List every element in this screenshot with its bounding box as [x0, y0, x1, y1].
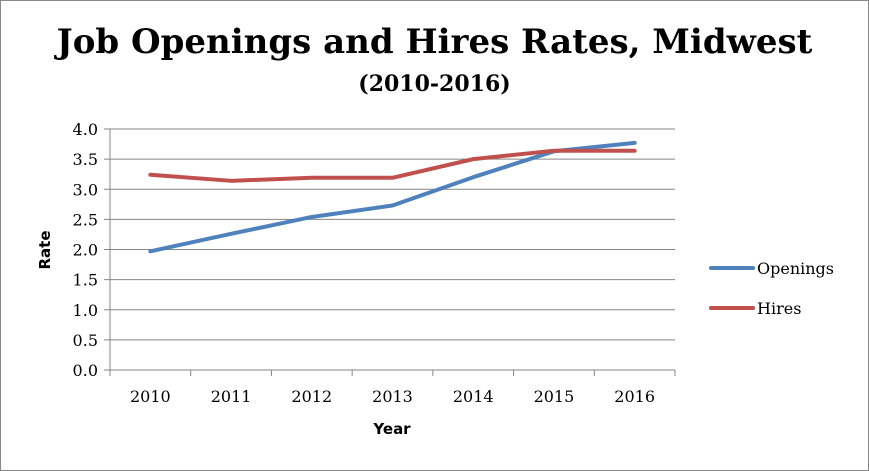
- x-tick-label: 2016: [614, 387, 655, 406]
- x-axis-title: Year: [372, 420, 411, 438]
- chart-title: Job Openings and Hires Rates, Midwest: [56, 22, 813, 62]
- x-tick-labels: 2010 2011 2012 2013 2014 2015 2016: [130, 387, 655, 406]
- chart-subtitle: (2010-2016): [358, 71, 511, 97]
- x-tick-label: 2014: [453, 387, 494, 406]
- y-tick-label: 3.0: [73, 180, 98, 199]
- x-tick-label: 2015: [534, 387, 575, 406]
- gridlines: [110, 128, 675, 341]
- axes: [104, 128, 676, 376]
- x-tick-label: 2010: [130, 387, 171, 406]
- legend-label-hires: Hires: [757, 299, 801, 318]
- y-tick-labels: 0.0 0.5 1.0 1.5 2.0 2.5 3.0 3.5 4.0: [73, 120, 98, 380]
- x-tick-label: 2012: [291, 387, 332, 406]
- y-tick-label: 2.5: [73, 210, 98, 229]
- y-tick-label: 1.0: [73, 301, 98, 320]
- x-tick-label: 2013: [372, 387, 413, 406]
- y-axis-title: Rate: [36, 230, 54, 269]
- y-tick-label: 3.5: [73, 150, 98, 169]
- legend: Openings Hires: [709, 259, 834, 318]
- y-tick-label: 4.0: [73, 120, 98, 139]
- y-tick-label: 0.0: [73, 361, 98, 380]
- series-lines: [148, 140, 637, 254]
- y-tick-label: 1.5: [73, 271, 98, 290]
- legend-label-openings: Openings: [757, 259, 834, 278]
- series-line-hires: [148, 148, 637, 183]
- y-tick-label: 2.0: [73, 241, 98, 260]
- x-tick-label: 2011: [211, 387, 252, 406]
- y-tick-label: 0.5: [73, 331, 98, 350]
